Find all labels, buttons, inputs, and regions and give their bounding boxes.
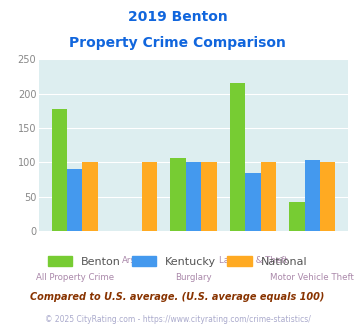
Bar xyxy=(320,162,335,231)
Text: Compared to U.S. average. (U.S. average equals 100): Compared to U.S. average. (U.S. average … xyxy=(30,292,325,302)
Bar xyxy=(289,202,305,231)
Text: Motor Vehicle Theft: Motor Vehicle Theft xyxy=(270,273,354,282)
Legend: Benton, Kentucky, National: Benton, Kentucky, National xyxy=(48,255,307,267)
Bar xyxy=(67,169,82,231)
Bar xyxy=(142,162,157,231)
Bar xyxy=(186,162,201,231)
Text: © 2025 CityRating.com - https://www.cityrating.com/crime-statistics/: © 2025 CityRating.com - https://www.city… xyxy=(45,315,310,324)
Bar xyxy=(170,157,186,231)
Bar xyxy=(82,162,98,231)
Text: Burglary: Burglary xyxy=(175,273,212,282)
Text: Larceny & Theft: Larceny & Theft xyxy=(219,256,287,265)
Text: Arson: Arson xyxy=(122,256,146,265)
Bar xyxy=(51,109,67,231)
Bar xyxy=(245,173,261,231)
Bar xyxy=(305,160,320,231)
Bar xyxy=(201,162,217,231)
Text: Property Crime Comparison: Property Crime Comparison xyxy=(69,36,286,50)
Bar xyxy=(261,162,276,231)
Bar xyxy=(230,83,245,231)
Text: All Property Crime: All Property Crime xyxy=(36,273,114,282)
Text: 2019 Benton: 2019 Benton xyxy=(128,10,227,24)
